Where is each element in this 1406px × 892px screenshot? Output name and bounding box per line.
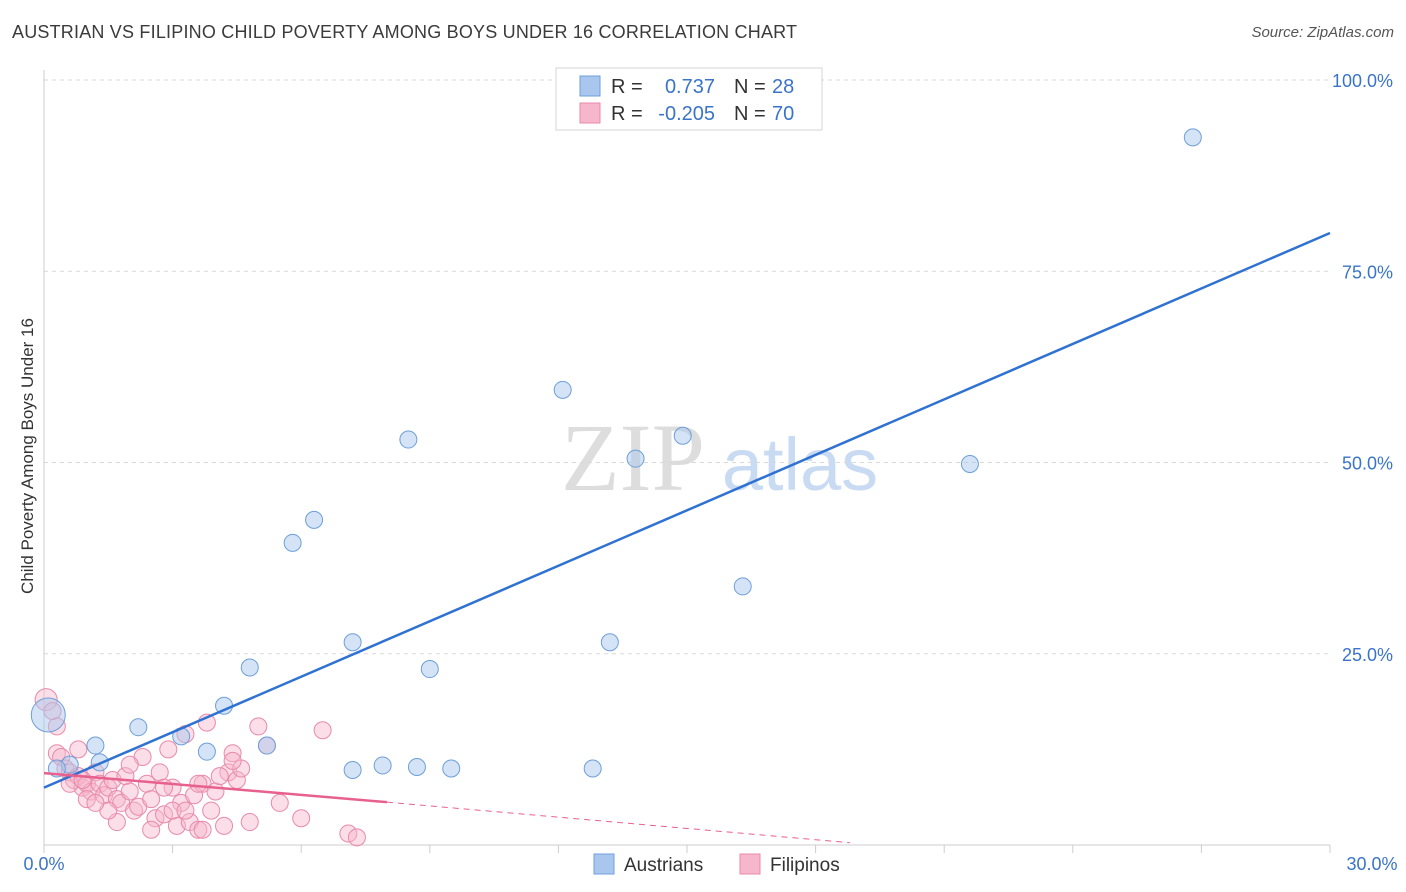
austrians-point — [399, 430, 418, 449]
austrians-point — [960, 455, 979, 474]
austrians-point — [600, 633, 619, 652]
austrians-point — [197, 742, 216, 761]
filipinos-point — [193, 820, 212, 839]
legend-r-value-filipinos: -0.205 — [658, 103, 715, 125]
filipinos-point — [120, 782, 139, 801]
filipinos-point — [240, 813, 259, 832]
filipinos-trend-extension — [386, 801, 850, 844]
series-legend: Austrians Filipinos — [593, 853, 840, 876]
filipinos-point — [210, 767, 229, 786]
filipinos-bottom-swatch — [739, 853, 761, 875]
austrians-point — [583, 759, 602, 778]
filipinos-legend-swatch — [579, 102, 601, 124]
filipinos-point — [120, 755, 139, 774]
austrians-bottom-swatch — [593, 853, 615, 875]
legend-n-label-austrians: N = — [734, 76, 766, 98]
austrians-point — [407, 757, 426, 776]
filipinos-point — [347, 828, 366, 847]
austrians-point — [129, 718, 148, 737]
filipinos-point — [215, 816, 234, 835]
filipinos-points — [34, 688, 366, 847]
austrians-point — [553, 380, 572, 399]
austrians-trend-line — [43, 231, 1331, 789]
filipinos-point — [142, 820, 161, 839]
grid-lines — [44, 79, 1330, 655]
filipinos-point — [270, 793, 289, 812]
austrians-legend-swatch — [579, 75, 601, 97]
legend-r-label-filipinos: R = — [611, 103, 643, 125]
trend-lines — [43, 231, 1331, 844]
source-label: Source: ZipAtlas.com — [1251, 24, 1394, 41]
y-tick-label-25: 25.0% — [1342, 645, 1393, 665]
legend-n-value-filipinos: 70 — [772, 103, 794, 125]
austrians-point — [240, 658, 259, 677]
legend-r-label-austrians: R = — [611, 76, 643, 98]
filipinos-point — [313, 721, 332, 740]
chart-title: AUSTRIAN VS FILIPINO CHILD POVERTY AMONG… — [12, 22, 798, 42]
filipinos-point — [86, 793, 105, 812]
austrians-point — [343, 633, 362, 652]
x-ticks — [43, 845, 1331, 853]
austrians-point — [442, 759, 461, 778]
filipinos-trend-line — [43, 771, 388, 804]
filipinos-point — [142, 790, 161, 809]
filipinos-point — [339, 824, 358, 843]
x-tick-label-max: 30.0% — [1346, 854, 1397, 874]
austrians-point — [257, 736, 276, 755]
austrians-point — [420, 660, 439, 679]
austrians-legend-label: Austrians — [624, 855, 703, 876]
austrians-point — [86, 736, 105, 755]
filipinos-point — [77, 790, 96, 809]
filipinos-point — [176, 801, 195, 820]
correlation-legend: R = 0.737 N = 28 R = -0.205 N = 70 — [555, 67, 823, 131]
y-tick-label-50: 50.0% — [1342, 454, 1393, 474]
austrians-point — [626, 449, 645, 468]
filipinos-point — [206, 782, 225, 801]
filipinos-point — [223, 744, 242, 763]
y-tick-label-100: 100.0% — [1332, 71, 1393, 91]
filipinos-point — [159, 740, 178, 759]
austrians-point — [373, 756, 392, 775]
austrians-point — [283, 533, 302, 552]
austrians-point — [673, 426, 692, 445]
filipinos-point — [292, 809, 311, 828]
filipinos-point — [146, 809, 165, 828]
filipinos-point — [189, 774, 208, 793]
filipinos-point — [249, 717, 268, 736]
filipinos-point — [223, 751, 242, 770]
legend-r-value-austrians: 0.737 — [665, 76, 715, 98]
y-tick-labels: 25.0% 50.0% 75.0% 100.0% — [1332, 71, 1393, 665]
filipinos-legend-label: Filipinos — [770, 855, 840, 876]
austrians-point — [30, 697, 66, 733]
filipinos-point — [155, 805, 174, 824]
austrians-point — [733, 577, 752, 596]
austrians-point — [343, 761, 362, 780]
filipinos-point — [202, 801, 221, 820]
filipinos-point — [163, 801, 182, 820]
filipinos-point — [69, 740, 88, 759]
y-tick-label-75: 75.0% — [1342, 262, 1393, 282]
legend-n-value-austrians: 28 — [772, 76, 794, 98]
filipinos-point — [189, 820, 208, 839]
legend-n-label-filipinos: N = — [734, 103, 766, 125]
austrians-point — [1183, 128, 1202, 147]
filipinos-point — [150, 763, 169, 782]
watermark-atlas: atlas — [722, 423, 878, 506]
austrians-point — [305, 510, 324, 529]
x-tick-label-min: 0.0% — [23, 854, 64, 874]
